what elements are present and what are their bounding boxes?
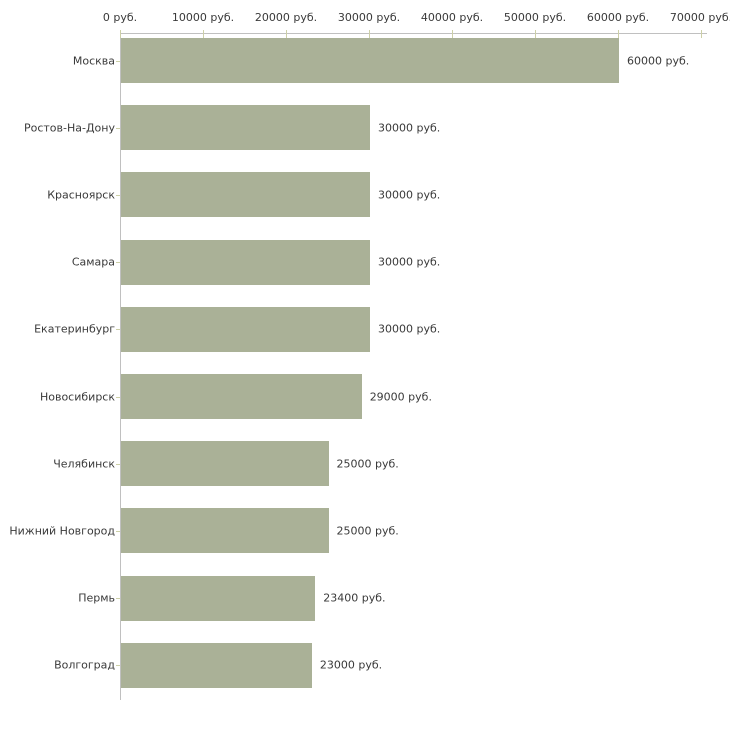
x-axis-line	[120, 33, 707, 34]
category-label: Ростов-На-Дону	[23, 121, 115, 135]
y-axis-tick-mark	[116, 262, 120, 264]
category-label: Екатеринбург	[34, 322, 115, 336]
y-axis-tick-mark	[116, 396, 120, 398]
x-axis-tick-label: 30000 руб.	[337, 11, 401, 24]
x-axis-tick-label: 20000 руб.	[254, 11, 318, 24]
x-axis-tick-mark	[618, 30, 619, 38]
category-label: Нижний Новгород	[9, 524, 115, 538]
y-axis-line	[120, 33, 121, 700]
x-axis-tick-label: 50000 руб.	[503, 11, 567, 24]
value-label: 25000 руб.	[336, 524, 399, 538]
bar-4	[121, 239, 370, 285]
x-axis-tick-mark	[452, 30, 453, 38]
category-label: Пермь	[78, 591, 115, 605]
category-label: Красноярск	[47, 188, 115, 202]
value-label: 23000 руб.	[319, 658, 383, 672]
x-axis-tick-mark	[286, 30, 287, 38]
y-axis-tick-mark	[116, 530, 120, 532]
y-axis-tick-mark	[116, 60, 120, 62]
x-axis-tick-label: 60000 руб.	[586, 11, 650, 24]
x-axis-tick-mark	[369, 30, 370, 38]
x-axis-tick-mark	[535, 30, 536, 38]
x-axis-tick-mark	[701, 30, 702, 38]
category-label: Новосибирск	[39, 390, 115, 403]
value-label: 60000 руб.	[627, 54, 690, 67]
bar-10	[121, 642, 312, 688]
x-axis-tick-mark	[120, 30, 121, 38]
category-label: Челябинск	[53, 457, 115, 471]
y-axis-tick-mark	[116, 329, 120, 331]
x-axis-tick-label: 70000 руб.	[669, 11, 730, 24]
bar-6	[121, 374, 362, 419]
value-label: 30000 руб.	[378, 121, 441, 135]
category-label: Волгоград	[54, 658, 115, 672]
value-label: 29000 руб.	[369, 390, 432, 403]
category-label: Москва	[72, 54, 115, 67]
x-axis-tick-mark	[203, 30, 204, 38]
category-label: Самара	[71, 255, 115, 269]
bar-8	[121, 508, 329, 554]
bar-9	[121, 575, 316, 621]
value-label: 30000 руб.	[378, 188, 441, 202]
x-axis-tick-label: 40000 руб.	[420, 11, 484, 24]
y-axis-tick-mark	[116, 665, 120, 667]
y-axis-tick-mark	[116, 463, 120, 465]
y-axis-tick-mark	[116, 127, 120, 129]
bar-2	[121, 105, 370, 151]
bar-1	[121, 38, 619, 83]
value-label: 30000 руб.	[378, 322, 441, 336]
bar-7	[121, 441, 329, 487]
x-axis-tick-label: 0 руб.	[102, 11, 138, 24]
value-label: 30000 руб.	[378, 255, 441, 269]
bar-5	[121, 306, 370, 352]
y-axis-tick-mark	[116, 194, 120, 196]
x-axis-tick-label: 10000 руб.	[171, 11, 235, 24]
y-axis-tick-mark	[116, 598, 120, 600]
value-label: 25000 руб.	[336, 457, 399, 471]
value-label: 23400 руб.	[323, 591, 386, 605]
bar-3	[121, 172, 370, 218]
